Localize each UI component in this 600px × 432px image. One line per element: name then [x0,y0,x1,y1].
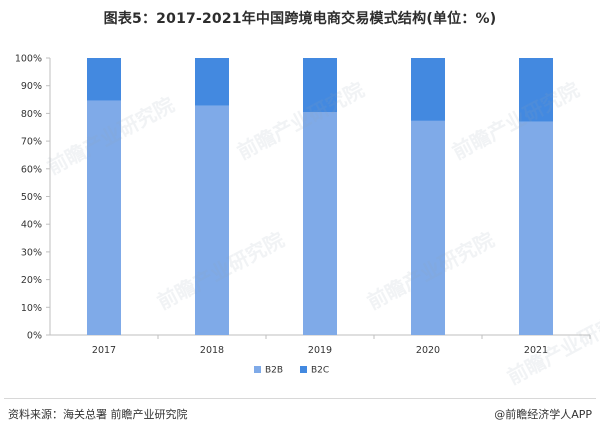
y-tick-label: 20% [21,275,42,286]
y-tick-label: 40% [21,220,42,231]
y-tick-label: 90% [21,81,42,92]
bar-b2c-2019 [303,58,337,113]
legend-swatch-b2c [300,366,307,373]
bar-b2c-2020 [411,58,445,121]
y-tick-label: 80% [21,109,42,120]
y-tick-label: 30% [21,247,42,258]
legend-swatch-b2b [254,366,261,373]
y-tick-label: 10% [21,303,42,314]
label-layer: 0% 10% 20% 30% 40% 50% 60% 70% 80% 90% 100% 2017 201… [15,54,548,357]
chart-title: 图表5：2017-2021年中国跨境电商交易模式结构(单位：%) [103,11,497,27]
x-tick-label: 2019 [308,345,332,356]
y-tick-label: 100% [15,54,42,65]
x-tick-label: 2018 [200,345,224,356]
y-tick-label: 0% [27,331,42,342]
bar-b2b-2020 [411,120,445,335]
footer-divider [4,398,596,399]
bar-b2b-2021 [519,121,553,336]
y-tick-label: 60% [21,164,42,175]
bar-b2b-2017 [87,100,121,336]
legend: B2B B2C [254,366,329,376]
legend-label-b2c: B2C [311,366,329,376]
x-tick-label: 2020 [416,345,440,356]
y-tick-label: 50% [21,192,42,203]
brand-credit: @前瞻经济学人APP [494,408,592,421]
source-note: 资料来源：海关总署 前瞻产业研究院 [8,408,188,421]
y-tick-label: 70% [21,137,42,148]
bar-b2b-2019 [303,112,337,335]
bar-layer [87,58,553,336]
x-tick-label: 2017 [92,345,116,356]
x-tick-label: 2021 [524,345,548,356]
bar-b2c-2021 [519,58,553,122]
bar-b2c-2018 [195,58,229,106]
bar-b2c-2017 [87,58,121,101]
bar-b2b-2018 [195,105,229,335]
legend-label-b2b: B2B [265,366,283,376]
